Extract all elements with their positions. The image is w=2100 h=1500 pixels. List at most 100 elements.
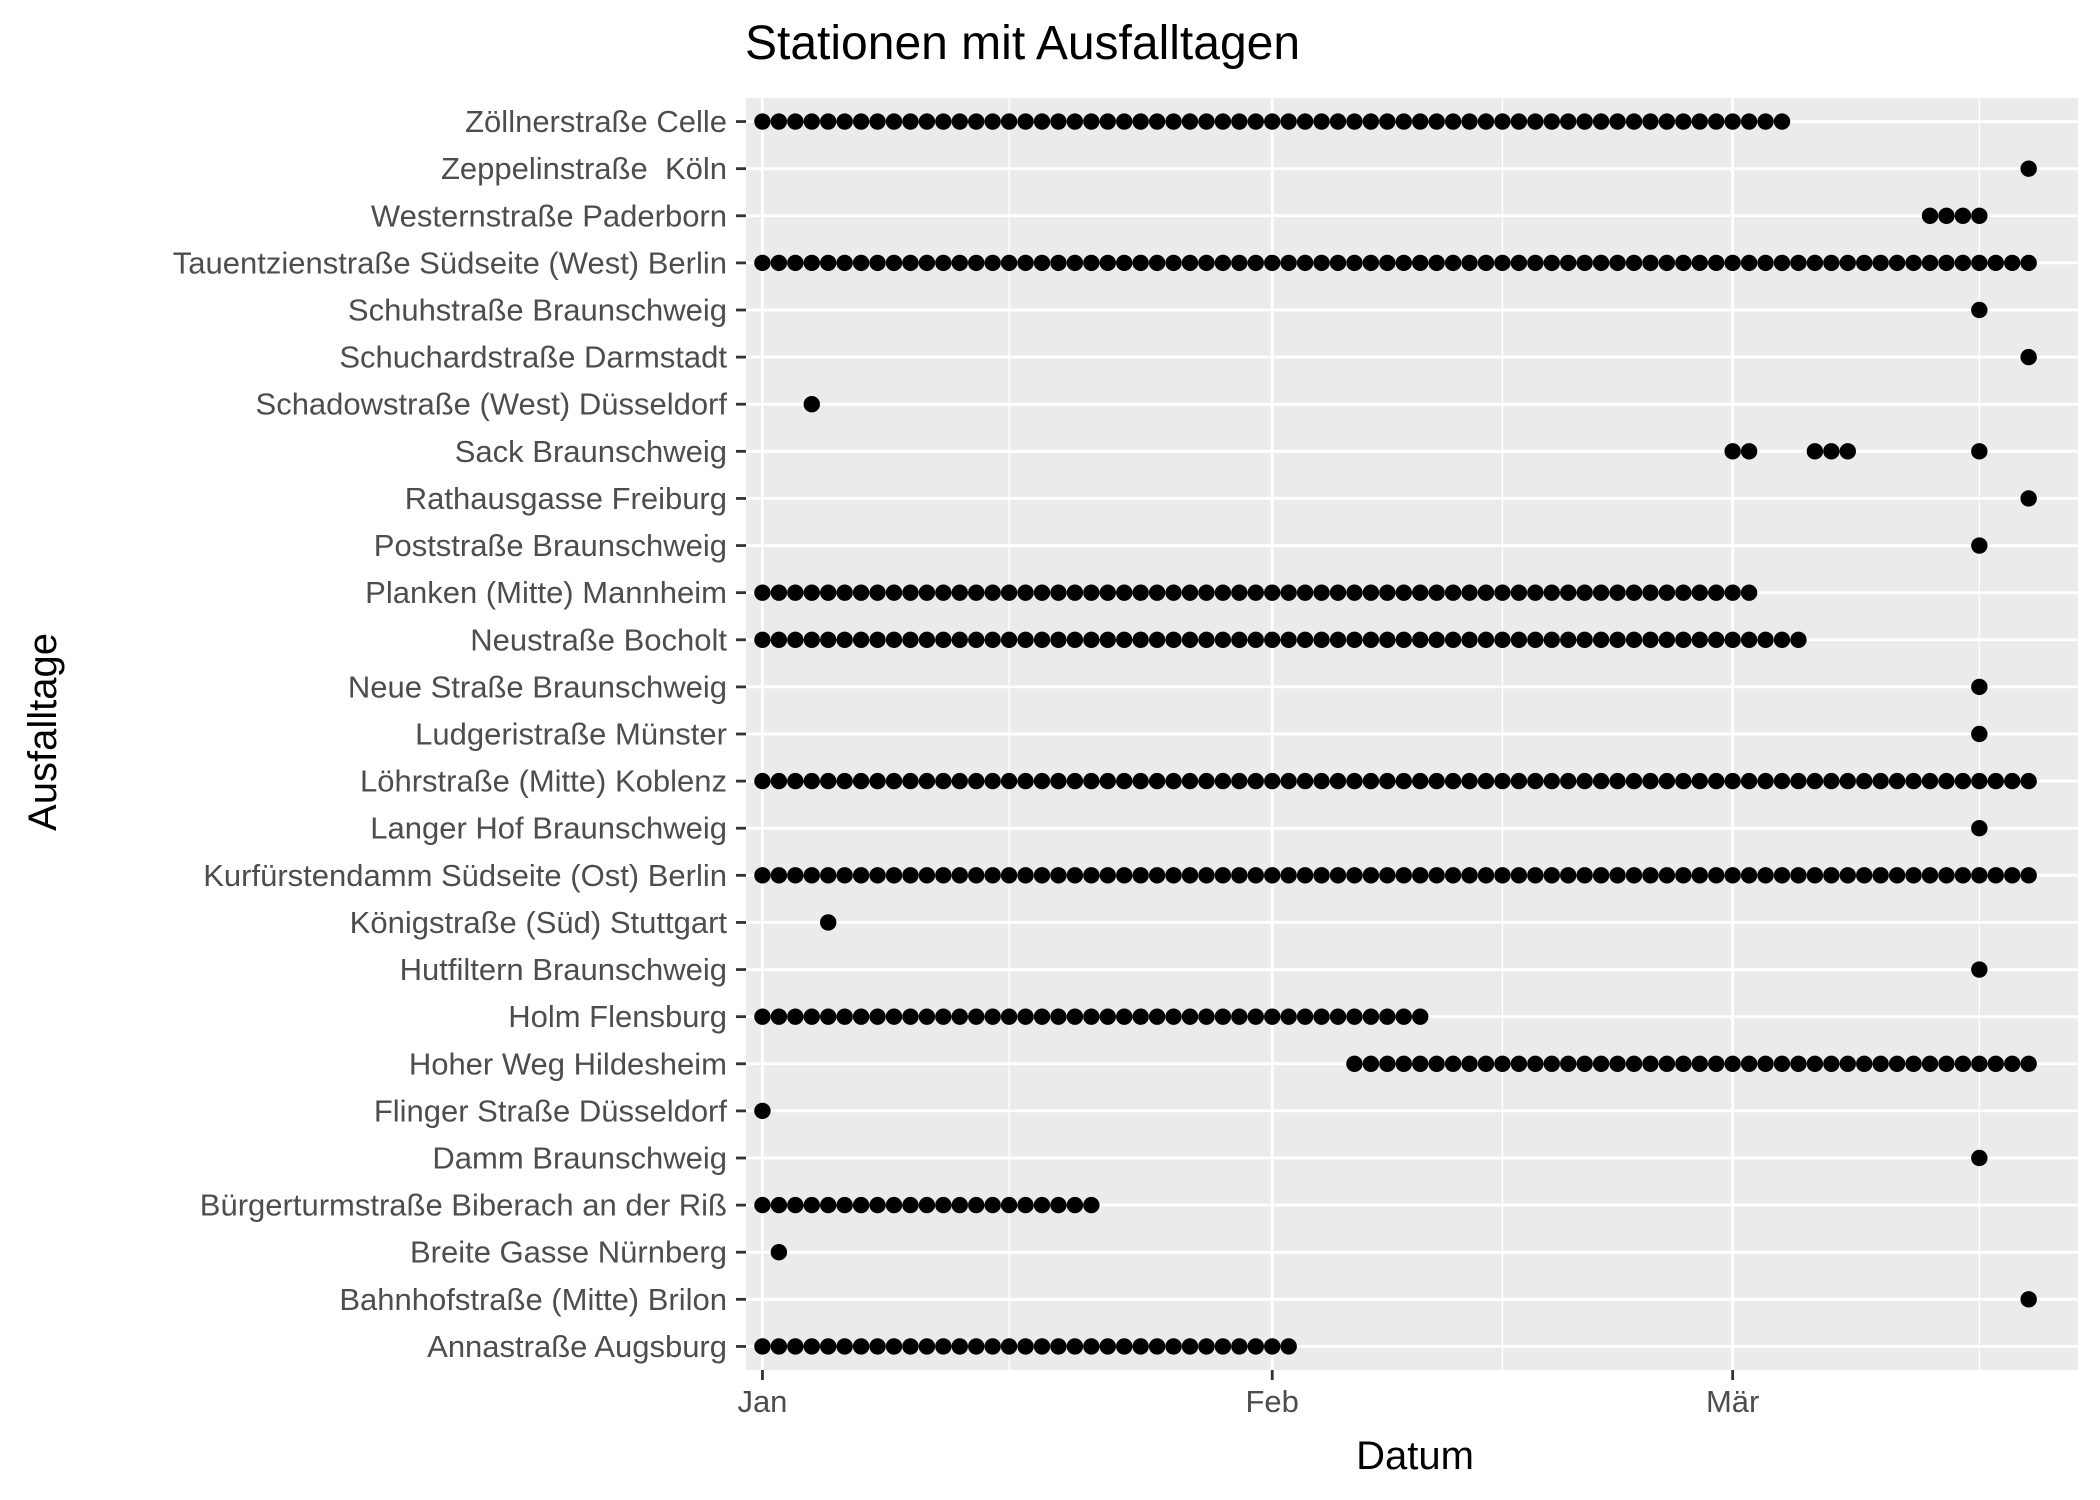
data-point-loehrstrasse-mitte-koblenz — [902, 772, 919, 790]
data-point-flinger-strasse-duesseldorf — [754, 1102, 771, 1120]
data-point-neustrasse-bocholt — [918, 631, 936, 648]
data-point-loehrstrasse-mitte-koblenz — [869, 772, 886, 790]
data-point-schadowstrasse-west-duesseldorf — [803, 396, 820, 413]
data-point-loehrstrasse-mitte-koblenz — [852, 772, 870, 790]
data-point-zoellnerstrasse-celle — [1214, 113, 1232, 130]
data-point-loehrstrasse-mitte-koblenz — [1329, 772, 1347, 790]
data-point-loehrstrasse-mitte-koblenz — [1609, 772, 1626, 790]
data-point-planken-mitte-mannheim — [1083, 584, 1100, 601]
data-point-neustrasse-bocholt — [951, 631, 968, 648]
data-point-tauentzienstrasse-suedseite-west-berlin — [1116, 254, 1133, 272]
data-point-zoellnerstrasse-celle — [1017, 113, 1034, 130]
data-point-loehrstrasse-mitte-koblenz — [1198, 772, 1215, 790]
data-point-neustrasse-bocholt — [1477, 631, 1495, 648]
data-point-tauentzienstrasse-suedseite-west-berlin — [1280, 254, 1297, 272]
data-point-kurfuerstendamm-suedseite-ost-berlin — [1329, 867, 1347, 884]
data-point-hoher-weg-hildesheim — [1806, 1055, 1824, 1072]
data-point-tauentzienstrasse-suedseite-west-berlin — [1379, 254, 1396, 272]
data-point-annastrasse-augsburg — [1148, 1338, 1166, 1355]
y-tick-label-loehrstrasse-mitte-koblenz: Löhrstraße (Mitte) Koblenz — [360, 764, 727, 799]
data-point-holm-flensburg — [1132, 1008, 1149, 1025]
data-point-neustrasse-bocholt — [1017, 631, 1034, 648]
data-point-planken-mitte-mannheim — [1050, 584, 1067, 601]
data-point-holm-flensburg — [1083, 1008, 1100, 1025]
data-point-neustrasse-bocholt — [1461, 631, 1478, 648]
data-point-holm-flensburg — [902, 1008, 919, 1025]
data-point-zoellnerstrasse-celle — [1609, 113, 1626, 130]
data-point-tauentzienstrasse-suedseite-west-berlin — [1428, 254, 1445, 272]
data-point-neustrasse-bocholt — [1428, 631, 1445, 648]
data-point-loehrstrasse-mitte-koblenz — [1790, 772, 1807, 790]
data-point-zoellnerstrasse-celle — [1083, 113, 1100, 130]
data-point-planken-mitte-mannheim — [1592, 584, 1610, 601]
data-point-kurfuerstendamm-suedseite-ost-berlin — [1757, 867, 1774, 884]
data-point-buergerturmstrasse-biberach-an-der-riss — [820, 1196, 837, 1214]
y-tick-label-rathausgasse-freiburg: Rathausgasse Freiburg — [405, 481, 727, 516]
data-point-zoellnerstrasse-celle — [1576, 113, 1593, 130]
data-point-hoher-weg-hildesheim — [1839, 1055, 1856, 1072]
data-point-holm-flensburg — [1329, 1008, 1347, 1025]
data-point-neustrasse-bocholt — [1773, 631, 1791, 648]
data-point-kurfuerstendamm-suedseite-ost-berlin — [1181, 867, 1199, 884]
x-axis: Jan Feb Mär — [737, 1370, 1759, 1419]
data-point-annastrasse-augsburg — [1165, 1338, 1182, 1355]
data-point-zoellnerstrasse-celle — [1132, 113, 1149, 130]
data-point-buergerturmstrasse-biberach-an-der-riss — [951, 1196, 968, 1214]
data-point-planken-mitte-mannheim — [1000, 584, 1018, 601]
data-point-annastrasse-augsburg — [803, 1338, 820, 1355]
y-tick-label-schuhstrasse-braunschweig: Schuhstraße Braunschweig — [348, 293, 727, 328]
data-point-kurfuerstendamm-suedseite-ost-berlin — [1494, 867, 1511, 884]
data-point-planken-mitte-mannheim — [885, 584, 903, 601]
data-point-hoher-weg-hildesheim — [1888, 1055, 1906, 1072]
data-point-planken-mitte-mannheim — [984, 584, 1001, 601]
data-point-buergerturmstrasse-biberach-an-der-riss — [803, 1196, 820, 1214]
data-point-neustrasse-bocholt — [1165, 631, 1182, 648]
data-point-loehrstrasse-mitte-koblenz — [1395, 772, 1412, 790]
data-point-loehrstrasse-mitte-koblenz — [935, 772, 952, 790]
data-point-buergerturmstrasse-biberach-an-der-riss — [885, 1196, 903, 1214]
data-point-loehrstrasse-mitte-koblenz — [1954, 772, 1972, 790]
data-point-kurfuerstendamm-suedseite-ost-berlin — [1658, 867, 1676, 884]
data-point-neustrasse-bocholt — [1494, 631, 1511, 648]
data-point-planken-mitte-mannheim — [1116, 584, 1133, 601]
data-point-planken-mitte-mannheim — [1412, 584, 1429, 601]
data-point-kurfuerstendamm-suedseite-ost-berlin — [1148, 867, 1166, 884]
data-point-annastrasse-augsburg — [1066, 1338, 1084, 1355]
y-tick-label-holm-flensburg: Holm Flensburg — [508, 999, 727, 1034]
data-point-zoellnerstrasse-celle — [787, 113, 804, 130]
data-point-hoher-weg-hildesheim — [1494, 1055, 1511, 1072]
data-point-zoellnerstrasse-celle — [1198, 113, 1215, 130]
data-point-zoellnerstrasse-celle — [836, 113, 853, 130]
data-point-tauentzienstrasse-suedseite-west-berlin — [1313, 254, 1330, 272]
data-point-zoellnerstrasse-celle — [1642, 113, 1659, 130]
y-tick-label-planken-mitte-mannheim: Planken (Mitte) Mannheim — [365, 575, 727, 610]
data-point-hoher-weg-hildesheim — [1444, 1055, 1462, 1072]
data-point-kurfuerstendamm-suedseite-ost-berlin — [1954, 867, 1972, 884]
data-point-hoher-weg-hildesheim — [1724, 1055, 1741, 1072]
data-point-annastrasse-augsburg — [1132, 1338, 1149, 1355]
data-point-kurfuerstendamm-suedseite-ost-berlin — [836, 867, 853, 884]
data-point-loehrstrasse-mitte-koblenz — [1017, 772, 1034, 790]
data-point-tauentzienstrasse-suedseite-west-berlin — [1214, 254, 1232, 272]
data-point-annastrasse-augsburg — [1083, 1338, 1100, 1355]
data-point-zoellnerstrasse-celle — [1395, 113, 1412, 130]
y-tick-label-zeppelinstrasse-koeln: Zeppelinstraße Köln — [441, 151, 727, 186]
data-points — [754, 113, 2037, 1355]
data-point-tauentzienstrasse-suedseite-west-berlin — [1412, 254, 1429, 272]
data-point-hoher-weg-hildesheim — [1543, 1055, 1560, 1072]
data-point-westernstrasse-paderborn — [1921, 207, 1939, 224]
data-point-kurfuerstendamm-suedseite-ost-berlin — [1642, 867, 1659, 884]
data-point-annastrasse-augsburg — [787, 1338, 804, 1355]
data-point-buergerturmstrasse-biberach-an-der-riss — [935, 1196, 952, 1214]
data-point-zoellnerstrasse-celle — [1346, 113, 1363, 130]
data-point-zoellnerstrasse-celle — [1444, 113, 1462, 130]
data-point-loehrstrasse-mitte-koblenz — [1543, 772, 1560, 790]
data-point-neustrasse-bocholt — [1444, 631, 1462, 648]
data-point-planken-mitte-mannheim — [1691, 584, 1708, 601]
data-point-holm-flensburg — [787, 1008, 804, 1025]
data-point-kurfuerstendamm-suedseite-ost-berlin — [1823, 867, 1840, 884]
data-point-tauentzienstrasse-suedseite-west-berlin — [902, 254, 919, 272]
data-point-kurfuerstendamm-suedseite-ost-berlin — [1708, 867, 1725, 884]
data-point-planken-mitte-mannheim — [1510, 584, 1528, 601]
data-point-loehrstrasse-mitte-koblenz — [1675, 772, 1692, 790]
